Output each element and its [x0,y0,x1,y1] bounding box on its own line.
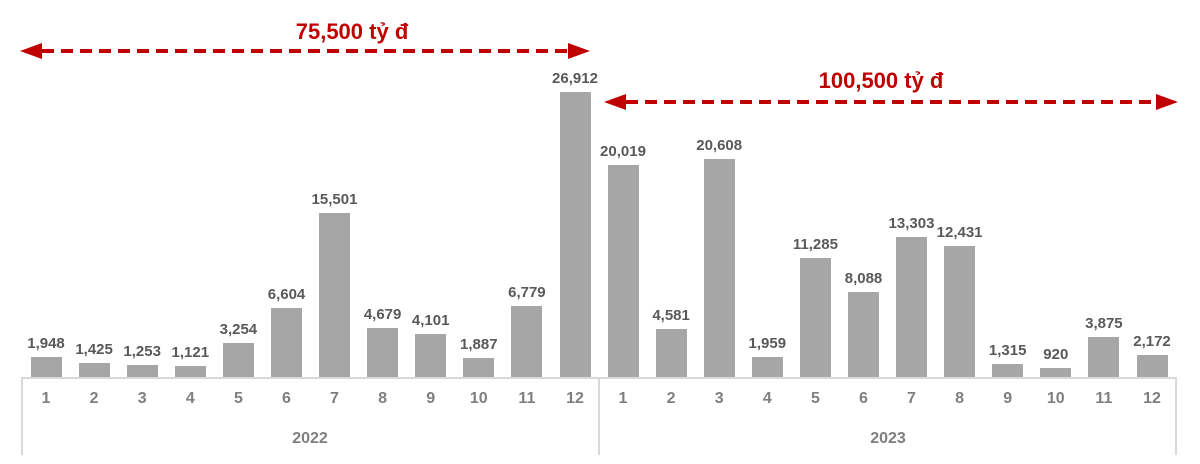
month-tick-2022-8: 8 [378,390,388,407]
dashed-arrow-line [42,49,568,53]
bar-2023-month-4 [751,357,783,378]
month-tick-2023-5: 5 [810,390,820,407]
bar-2022-month-7 [319,213,350,378]
month-tick-2023-9: 9 [1003,390,1013,407]
bar-2022-month-4 [174,366,206,378]
value-label-2023-month-1: 20,019 [600,143,646,160]
value-label-2022-month-4: 1,121 [171,344,210,361]
bar-2023-month-7 [896,237,927,378]
value-label-2022-month-9: 4,101 [411,312,450,329]
month-tick-2022-4: 4 [185,390,195,407]
month-tick-2022-6: 6 [282,390,291,407]
month-tick-2023-8: 8 [955,390,965,407]
value-label-2023-month-3: 20,608 [696,137,743,154]
value-label-2022-month-2: 1,425 [75,341,113,358]
value-label-2022-month-10: 1,887 [460,336,498,353]
month-tick-2023-10: 10 [1046,390,1065,407]
month-tick-2023-11: 11 [1095,390,1113,407]
axis-tick-year-divider [598,377,600,455]
bar-2023-month-5 [799,258,831,378]
bar-2022-month-12 [559,92,591,378]
year-label-2022: 2022 [292,430,328,447]
axis-tick-right [1175,377,1177,455]
value-label-2022-month-5: 3,254 [219,321,258,338]
bar-2023-month-12 [1136,355,1168,378]
value-label-2023-month-2: 4,581 [652,307,690,324]
value-label-2022-month-11: 6,779 [508,284,546,301]
arrow-right-head-icon [1156,94,1178,110]
value-label-2023-month-4: 1,959 [748,335,787,352]
value-label-2022-month-8: 4,679 [363,306,402,323]
bar-2022-month-2 [78,363,110,378]
bar-2022-month-8 [367,328,399,378]
value-label-2022-month-12: 26,912 [552,70,598,87]
arrow-left-head-icon [20,43,42,59]
value-label-2023-month-5: 11,285 [792,236,838,253]
month-tick-2022-9: 9 [426,390,436,407]
month-tick-2023-2: 2 [666,390,676,407]
value-label-2022-month-6: 6,604 [267,286,306,303]
month-tick-2023-12: 12 [1143,390,1161,407]
month-tick-2023-1: 1 [618,390,628,407]
year-label-2023: 2023 [870,430,906,447]
bar-2023-month-9 [992,364,1024,378]
month-tick-2023-4: 4 [762,390,772,407]
bar-2022-month-9 [415,334,447,378]
bar-2023-month-6 [848,292,879,378]
bar-2022-month-5 [222,343,254,378]
value-label-2022-month-3: 1,253 [123,343,161,360]
bar-2023-month-3 [703,159,735,378]
dashed-arrow-line [626,100,1156,104]
arrow-right-head-icon [568,43,590,59]
bar-2023-month-2 [655,329,687,378]
arrow-left-head-icon [604,94,626,110]
bar-2023-month-11 [1088,337,1120,378]
axis-tick-left [21,377,23,455]
bar-2022-month-3 [126,365,158,378]
bar-2023-month-8 [944,246,976,378]
value-label-2023-month-9: 1,315 [988,342,1027,359]
bar-2022-month-10 [463,358,495,378]
value-label-2022-month-7: 15,501 [311,191,358,208]
value-label-2023-month-11: 3,875 [1085,315,1123,332]
month-tick-2022-10: 10 [469,390,488,407]
month-tick-2022-3: 3 [137,390,147,407]
value-label-2022-month-1: 1,948 [27,335,65,352]
annotation-label-2023-total: 100,500 tỷ đ [818,68,944,93]
value-label-2023-month-12: 2,172 [1133,333,1171,350]
month-tick-2022-7: 7 [330,390,339,407]
month-tick-2023-3: 3 [714,390,724,407]
month-tick-2023-6: 6 [859,390,868,407]
bar-2022-month-6 [271,308,302,378]
month-tick-2022-11: 11 [518,390,536,407]
value-label-2023-month-8: 12,431 [936,224,983,241]
value-label-2023-month-10: 920 [1043,346,1069,363]
month-tick-2022-5: 5 [233,390,243,407]
month-tick-2022-12: 12 [566,390,584,407]
value-label-2023-month-7: 13,303 [888,215,935,232]
bar-2022-month-11 [511,306,543,378]
annotation-label-2022-total: 75,500 tỷ đ [295,19,409,44]
bar-2023-month-1 [607,165,639,378]
month-tick-2023-7: 7 [907,390,916,407]
month-tick-2022-2: 2 [89,390,99,407]
value-label-2023-month-6: 8,088 [844,270,883,287]
bar-2022-month-1 [30,357,62,378]
bar-2023-month-10 [1040,368,1072,378]
month-tick-2022-1: 1 [41,390,51,407]
